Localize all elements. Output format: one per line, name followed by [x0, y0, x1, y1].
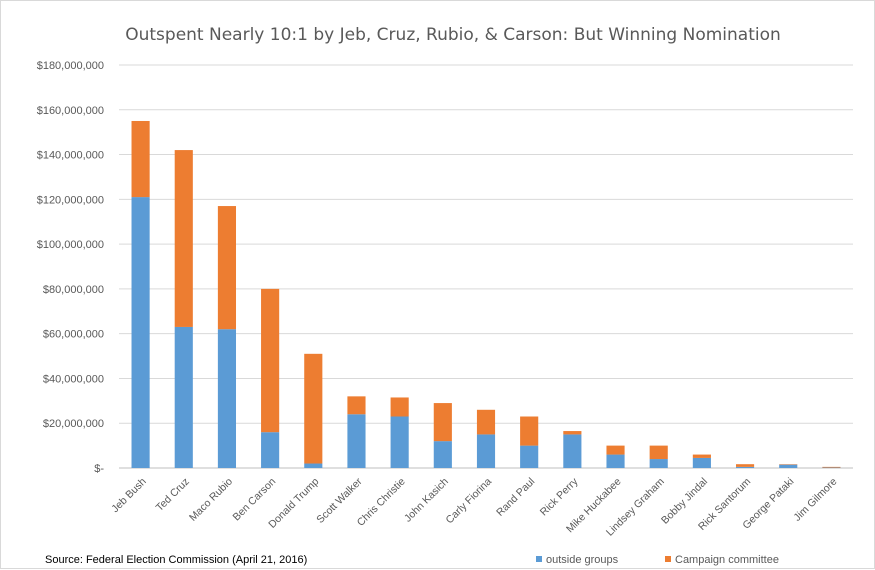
bar-segment	[822, 467, 840, 468]
bar-segment	[347, 414, 365, 468]
bar-segment	[261, 289, 279, 432]
legend: outside groups Campaign committee	[536, 554, 779, 566]
bar-segment	[347, 396, 365, 414]
bar-segment	[650, 459, 668, 468]
bar-segment	[304, 354, 322, 464]
bar-segment	[693, 458, 711, 468]
x-tick-label: Jim Gilmore	[791, 476, 839, 524]
bar-segment	[693, 455, 711, 458]
legend-label: Campaign committee	[675, 554, 779, 566]
bar-segment	[736, 467, 754, 468]
y-tick-label: $80,000,000	[43, 284, 104, 296]
y-tick-label: $40,000,000	[43, 373, 104, 385]
bar-segment	[218, 329, 236, 468]
bar-segment	[520, 446, 538, 468]
bar-segment	[175, 150, 193, 327]
bar-segment	[261, 432, 279, 468]
bar-segment	[434, 403, 452, 441]
y-tick-label: $180,000,000	[37, 60, 104, 72]
x-tick-label: Rick Perry	[538, 475, 581, 518]
bar-segment	[434, 441, 452, 468]
y-tick-label: $20,000,000	[43, 418, 104, 430]
x-tick-label: Ted Cruz	[154, 476, 192, 514]
legend-swatch	[665, 556, 671, 562]
y-tick-label: $120,000,000	[37, 194, 104, 206]
x-tick-label: Jeb Bush	[109, 476, 149, 516]
bar-segment	[304, 464, 322, 468]
y-axis-tick-labels: $- $20,000,000 $40,000,000 $60,000,000 $80,0…	[37, 60, 105, 475]
bar-segment	[477, 434, 495, 468]
x-tick-label: Rand Paul	[494, 476, 537, 519]
y-tick-label: $100,000,000	[37, 239, 104, 251]
bar-segment	[563, 434, 581, 468]
source-note: Source: Federal Election Commission (Apr…	[45, 554, 307, 566]
chart-title: Outspent Nearly 10:1 by Jeb, Cruz, Rubio…	[125, 25, 781, 45]
y-tick-label: $60,000,000	[43, 329, 104, 341]
x-tick-label: Carly Fiorina	[444, 476, 495, 527]
legend-swatch	[536, 556, 542, 562]
legend-label: outside groups	[546, 554, 619, 566]
bar-segment	[477, 410, 495, 435]
bar-segment	[736, 464, 754, 467]
bar-segment	[391, 397, 409, 416]
bar-segment	[606, 446, 624, 455]
x-tick-label: Maco Rubio	[187, 476, 235, 524]
bar-segment	[132, 197, 150, 468]
bar-segment	[132, 121, 150, 197]
bar-segment	[175, 327, 193, 468]
bar-segment	[520, 417, 538, 446]
bar-segment	[606, 455, 624, 468]
bar-segment	[563, 431, 581, 434]
bar-segment	[391, 417, 409, 468]
bar-segment	[779, 465, 797, 468]
bars	[132, 121, 841, 468]
bar-segment	[650, 446, 668, 459]
y-tick-label: $-	[94, 463, 104, 475]
y-tick-label: $160,000,000	[37, 105, 104, 117]
y-tick-label: $140,000,000	[37, 150, 104, 162]
bar-segment	[218, 206, 236, 329]
